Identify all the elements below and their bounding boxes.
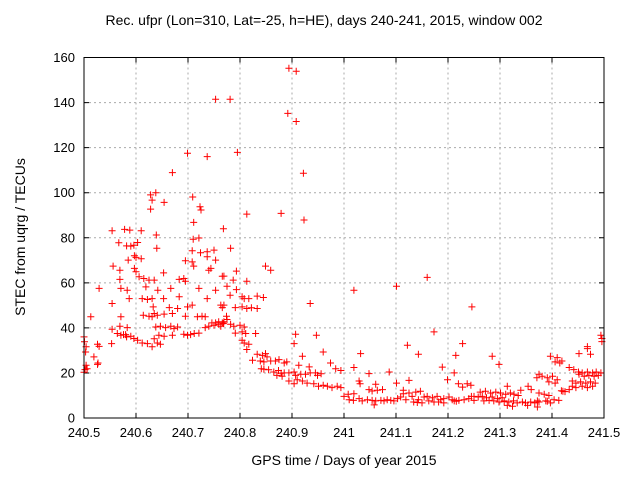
svg-text:60: 60 bbox=[61, 275, 75, 290]
svg-text:241.5: 241.5 bbox=[588, 425, 621, 440]
svg-text:140: 140 bbox=[53, 95, 75, 110]
svg-text:240.7: 240.7 bbox=[172, 425, 205, 440]
svg-text:80: 80 bbox=[61, 230, 75, 245]
svg-text:241.3: 241.3 bbox=[484, 425, 517, 440]
svg-text:20: 20 bbox=[61, 365, 75, 380]
svg-text:40: 40 bbox=[61, 320, 75, 335]
data-points bbox=[80, 64, 606, 411]
svg-text:0: 0 bbox=[68, 411, 75, 426]
grid-lines bbox=[83, 57, 605, 419]
plot-border bbox=[83, 57, 605, 419]
svg-text:120: 120 bbox=[53, 140, 75, 155]
chart-title: Rec. ufpr (Lon=310, Lat=-25, h=HE), days… bbox=[105, 12, 543, 28]
svg-text:160: 160 bbox=[53, 50, 75, 65]
svg-text:241.2: 241.2 bbox=[432, 425, 465, 440]
svg-text:241: 241 bbox=[333, 425, 355, 440]
svg-text:240.5: 240.5 bbox=[68, 425, 101, 440]
x-tick-labels: 240.5 240.6 240.7 240.8 240.9 241 241.1 241.2 24… bbox=[68, 425, 621, 440]
x-axis-label: GPS time / Days of year 2015 bbox=[251, 452, 437, 468]
svg-text:240.8: 240.8 bbox=[224, 425, 257, 440]
svg-text:240.9: 240.9 bbox=[276, 425, 309, 440]
svg-text:100: 100 bbox=[53, 185, 75, 200]
svg-text:240.6: 240.6 bbox=[120, 425, 153, 440]
svg-text:241.4: 241.4 bbox=[536, 425, 569, 440]
svg-text:241.1: 241.1 bbox=[380, 425, 413, 440]
y-tick-labels: 0 20 40 60 80 100 120 140 160 bbox=[53, 50, 75, 426]
